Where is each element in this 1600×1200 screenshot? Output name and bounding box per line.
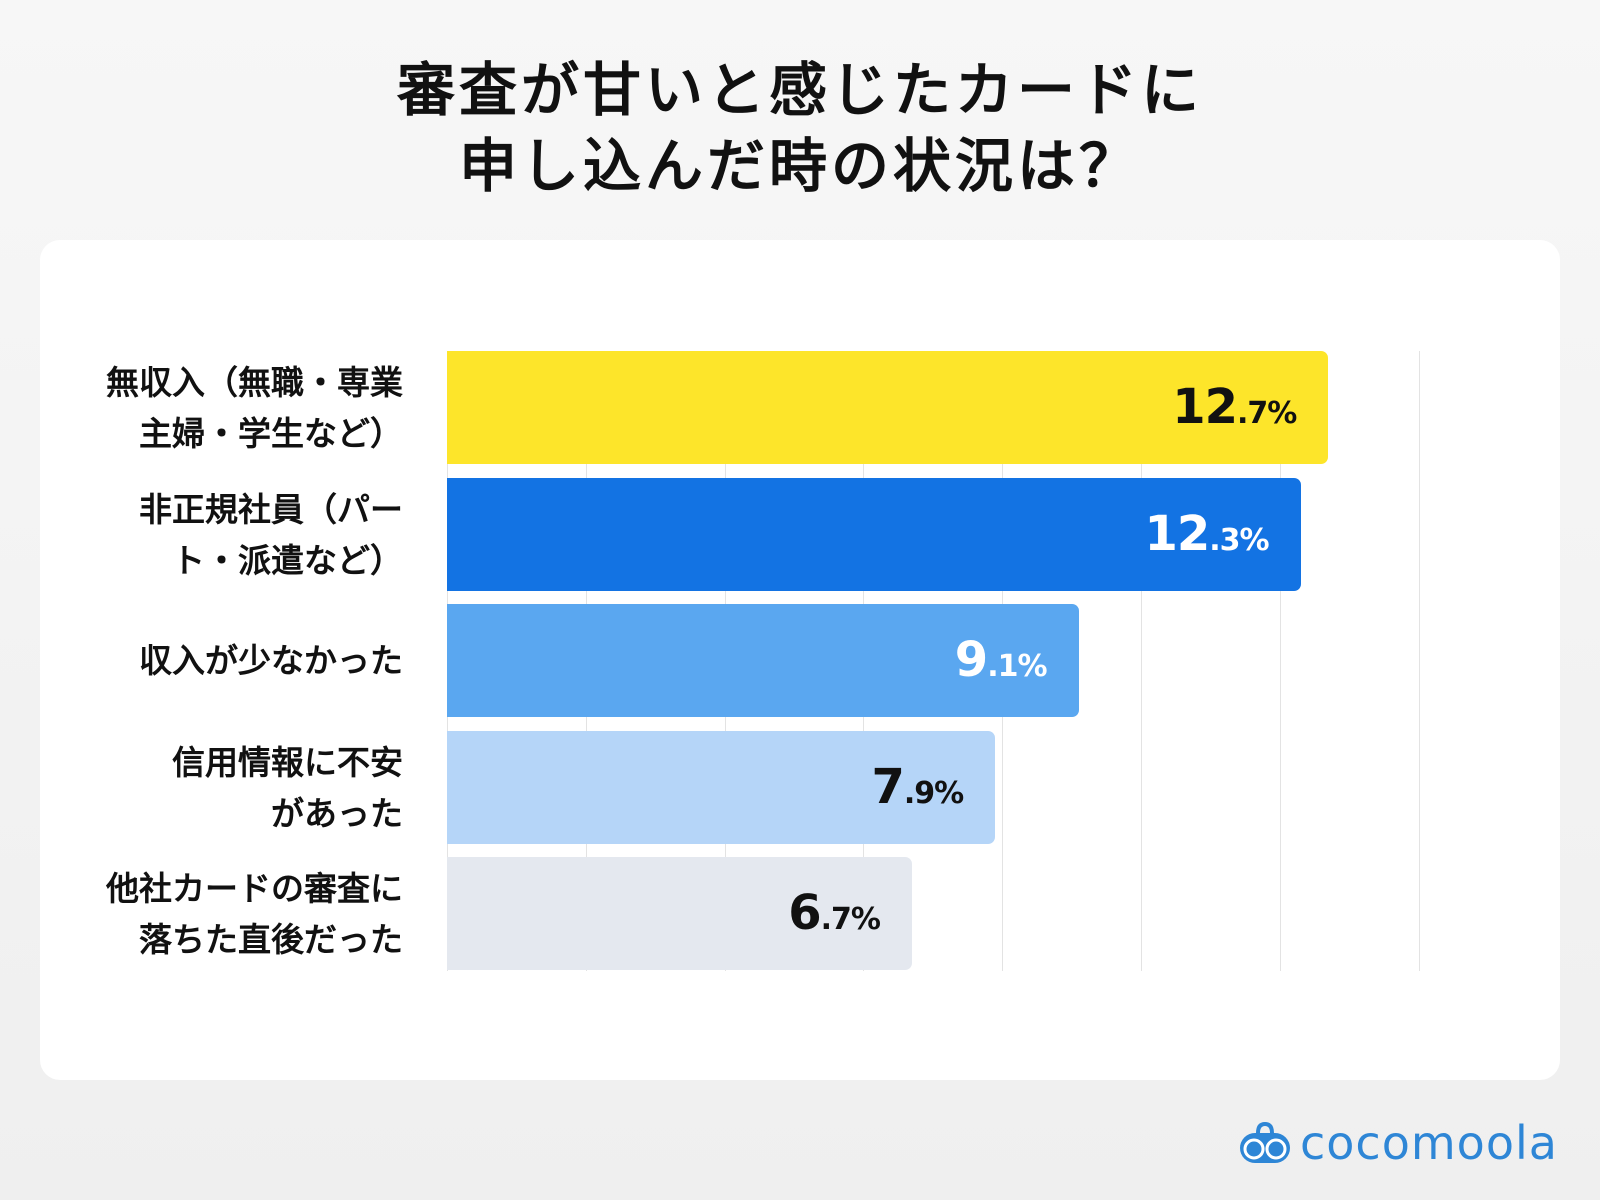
chart-title-line-2: 申し込んだ時の状況は？	[458, 132, 1141, 200]
category-label-line: 落ちた直後だった	[139, 919, 403, 959]
boombox-icon	[1240, 1121, 1290, 1163]
category-label: 無収入（無職・専業主婦・学生など）	[43, 351, 403, 464]
chart-title-line-1: 審査が甘いと感じたカードに	[396, 56, 1203, 124]
category-label: 信用情報に不安があった	[43, 731, 403, 844]
category-label: 非正規社員（パート・派遣など）	[43, 478, 403, 591]
category-label-line: 収入が少なかった	[139, 641, 403, 680]
data-label: 7.9%	[871, 759, 965, 815]
gridline	[1418, 351, 1420, 971]
category-label-line: 主婦・学生など）	[139, 413, 403, 453]
data-label: 9.1%	[954, 632, 1048, 688]
category-label-line: 無収入（無職・専業	[106, 362, 403, 402]
brand-name: cocomoola	[1300, 1116, 1558, 1170]
gridline	[1141, 351, 1142, 971]
bar: 6.7%	[447, 857, 912, 970]
category-label-line: 信用情報に不安	[172, 742, 403, 782]
category-label-line: があった	[271, 793, 403, 833]
bar: 12.3%	[447, 478, 1301, 591]
category-label-line: 非正規社員（パー	[139, 489, 403, 529]
category-label-line: ト・派遣など）	[172, 540, 403, 580]
data-label: 12.7%	[1172, 379, 1297, 435]
category-label-line: 他社カードの審査に	[106, 868, 403, 908]
bar: 7.9%	[447, 731, 996, 844]
data-label: 6.7%	[788, 885, 881, 941]
brand-logo: cocomoola	[1238, 1116, 1558, 1170]
bar: 9.1%	[447, 604, 1079, 717]
data-label: 12.3%	[1144, 506, 1269, 562]
category-label: 他社カードの審査に落ちた直後だった	[43, 857, 403, 970]
bar: 12.7%	[447, 351, 1329, 464]
chart-title: 審査が甘いと感じたカードに 申し込んだ時の状況は？	[0, 52, 1600, 204]
category-label: 収入が少なかった	[43, 604, 403, 717]
gridline	[1279, 351, 1281, 971]
